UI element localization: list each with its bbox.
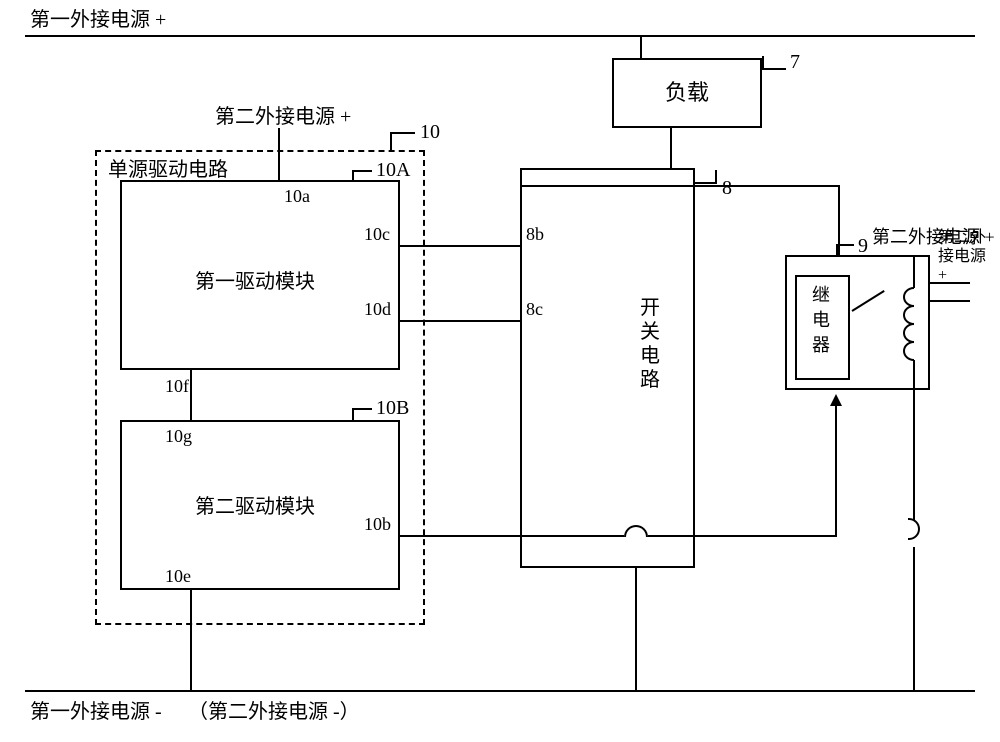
port-8c: 8c [526, 299, 543, 321]
relay-label-c2: 电 [812, 310, 830, 330]
relay-label-c1: 继 [812, 285, 830, 305]
leader-10a-v [352, 170, 354, 180]
wire-10e-to-rail [190, 590, 192, 690]
wire-rail-to-load [640, 35, 642, 58]
port-10a: 10a [284, 186, 310, 208]
leader-10-h [390, 132, 415, 134]
wire-10d-8c [400, 320, 520, 322]
rail-top [25, 35, 975, 37]
port-10c: 10c [364, 224, 390, 246]
relay-coil-icon [898, 280, 932, 366]
leader-10 [390, 132, 410, 150]
switch-circuit-label: 开 关 电 路 [640, 296, 664, 392]
load-label: 负载 [665, 80, 709, 106]
switch-circuit-label-char4: 路 [640, 369, 660, 391]
switch-circuit-box [520, 168, 695, 568]
switch-ref: 8 [722, 176, 732, 200]
wire-coil-down-1 [913, 362, 915, 523]
rail-bot-label-a: 第一外接电源 - [30, 700, 162, 724]
relay-label: 继 电 器 [812, 283, 834, 359]
driver-module-a-label: 第一驱动模块 [195, 270, 315, 294]
wire-sw-to-rail [635, 568, 637, 690]
rail-bot-label-b: （第二外接电源 -） [188, 700, 360, 724]
relay-label-c3: 器 [812, 335, 830, 355]
wire-10c-8b [400, 245, 520, 247]
port-10e: 10e [165, 566, 191, 588]
leader-10b-v [352, 408, 354, 420]
single-source-driver-title: 单源驱动电路 [108, 158, 228, 182]
wire-coil-right [928, 300, 970, 302]
driver-b-ref: 10B [376, 396, 409, 420]
arrow-to-relay-switch [830, 394, 842, 406]
wire-sw-to-relay-top [520, 185, 840, 187]
wire-10b-up [835, 405, 837, 537]
wire-10b-seg2 [648, 535, 837, 537]
wire-second-supply-in [278, 128, 280, 180]
leader-10-v [390, 132, 392, 150]
port-10g: 10g [165, 426, 192, 448]
port-10f: 10f [165, 376, 189, 398]
switch-circuit-label-char2: 关 [640, 321, 660, 343]
switch-circuit-label-char3: 电 [640, 345, 660, 367]
wire-10f-10g [190, 370, 192, 420]
wire-load-to-switch [670, 128, 672, 168]
leader-9-v [836, 244, 838, 255]
port-10b: 10b [364, 514, 391, 536]
wire-10b-seg1 [400, 535, 624, 537]
switch-circuit-label-char1: 开 [640, 297, 660, 319]
leader-8-h [695, 182, 717, 184]
hop-2 [908, 518, 920, 540]
driver-a-ref: 10A [376, 158, 410, 182]
diagram-stage: 第一外接电源 + 第一外接电源 - （第二外接电源 -） 负载 7 单源驱动电路… [0, 0, 1000, 742]
leader-8-v [715, 170, 717, 184]
wire-coil-down-2 [913, 547, 915, 690]
rail-bottom [25, 690, 975, 692]
second-supply-plus-right-top: 第二外接电源 + [872, 227, 995, 249]
leader-10b-h [352, 408, 372, 410]
relay-ref: 9 [858, 234, 868, 258]
load-ref: 7 [790, 50, 800, 74]
rail-top-label: 第一外接电源 + [30, 8, 166, 32]
driver-module-b-label: 第二驱动模块 [195, 495, 315, 519]
wire-coil-top [913, 255, 915, 282]
leader-10a-h [352, 170, 372, 172]
leader-7 [762, 56, 786, 70]
port-10d: 10d [364, 299, 391, 321]
port-8b: 8b [526, 224, 544, 246]
leader-9-h [836, 244, 854, 246]
second-supply-plus: 第二外接电源 + [215, 105, 351, 129]
driver-ref: 10 [420, 120, 440, 144]
